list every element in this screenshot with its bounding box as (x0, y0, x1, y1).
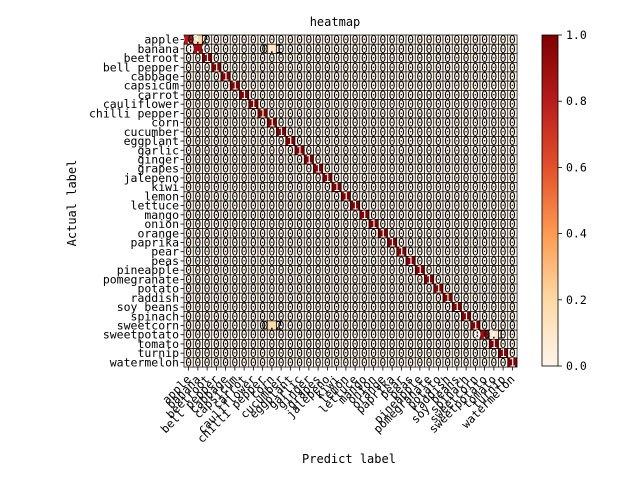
colorbar-ticks: 0.0 0.2 0.4 0.6 0.8 1.0 (558, 28, 587, 373)
y-axis-label: Actual label (65, 160, 79, 247)
heatmap-cells (183, 34, 518, 368)
colorbar (541, 34, 559, 367)
chart-title: heatmap (310, 15, 361, 29)
cell-annotations: 0.80.20 0 0 0 0 0 0 0 0 0 0 0 0 0 0 0 0 0 0 0 0 0 0 0 0 0 0 0 0 0 0 0 0 0… (178, 33, 516, 370)
colorbar-tick-label: 0.2 (566, 293, 587, 307)
colorbar-tick-label: 0.4 (566, 227, 587, 241)
colorbar-tick-label: 0.0 (566, 359, 587, 373)
colorbar-tick-label: 1.0 (566, 28, 587, 42)
y-tick-label: watermelon (110, 355, 179, 369)
colorbar-tick-label: 0.6 (566, 160, 587, 174)
colorbar-tick-label: 0.8 (566, 94, 587, 108)
x-axis-label: Predict label (302, 452, 396, 466)
